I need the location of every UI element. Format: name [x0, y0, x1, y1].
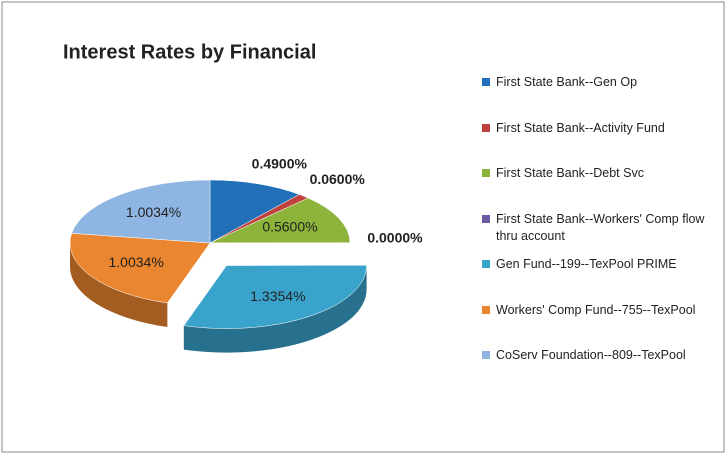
data-label: 0.5600% — [262, 219, 317, 235]
data-label: 1.3354% — [250, 288, 305, 304]
legend-label: CoServ Foundation--809--TexPool — [496, 348, 686, 362]
legend-label: First State Bank--Debt Svc — [496, 166, 644, 180]
legend-swatch — [482, 214, 490, 223]
data-label: 0.0000% — [367, 229, 423, 245]
slice — [71, 179, 211, 244]
slice — [69, 233, 211, 304]
legend-item: First State Bank--Debt Svc — [482, 165, 717, 182]
legend-label: First State Bank--Activity Fund — [496, 120, 665, 135]
legend-swatch — [482, 351, 490, 359]
slice-shade — [70, 243, 168, 328]
legend-item: Gen Fund--199--TexPool PRIME — [482, 256, 717, 273]
slice-side — [183, 265, 367, 353]
chart-title: Interest Rates by Financial — [63, 41, 316, 63]
slice-side — [70, 243, 168, 328]
data-label: 0.0600% — [310, 171, 366, 187]
legend-label: First State Bank--Workers' Comp flow thr… — [496, 211, 705, 243]
legend-label: Workers' Comp Fund--755--TexPool — [496, 302, 696, 317]
legend-swatch — [482, 260, 490, 268]
legend-swatch — [482, 305, 490, 314]
legend-swatch — [482, 123, 490, 132]
legend-item: Workers' Comp Fund--755--TexPool — [482, 302, 717, 319]
legend-item: First State Bank--Activity Fund — [482, 120, 717, 137]
data-label: 1.0034% — [109, 254, 164, 270]
slice — [183, 265, 367, 329]
slice — [209, 197, 351, 244]
slice — [209, 179, 300, 244]
legend-swatch — [482, 169, 490, 177]
legend-label: First State Bank--Gen Op — [496, 75, 638, 89]
legend-item: First State Bank--Gen Op — [482, 74, 717, 91]
data-label: 1.0034% — [126, 204, 181, 220]
slice-shade — [183, 265, 367, 353]
legend-label: Gen Fund--199--TexPool PRIME — [496, 257, 677, 271]
data-label: 0.4900% — [252, 156, 308, 172]
legend-item: CoServ Foundation--809--TexPool — [482, 347, 717, 364]
legend-swatch — [482, 78, 490, 86]
legend-item: First State Bank--Workers' Comp flow thr… — [482, 211, 717, 245]
